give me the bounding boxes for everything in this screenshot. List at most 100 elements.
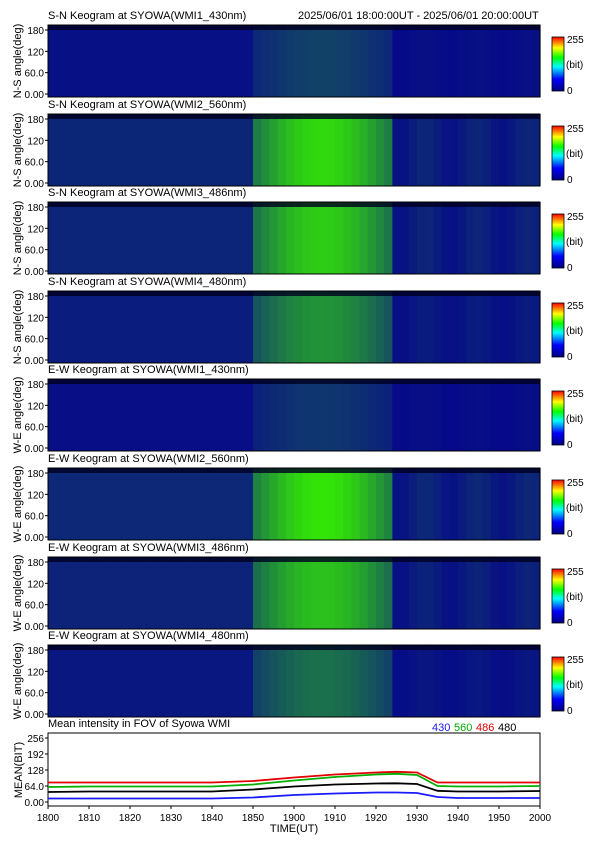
keogram-strip bbox=[97, 202, 106, 274]
chart-x-tick-label: 1830 bbox=[160, 813, 183, 824]
keogram-y-label: W-E angle(deg) bbox=[12, 643, 24, 720]
keogram-strip bbox=[269, 114, 279, 186]
keogram-strip bbox=[367, 202, 377, 274]
keogram-strip bbox=[425, 645, 434, 717]
keogram-strip bbox=[302, 25, 311, 97]
keogram-strip bbox=[187, 645, 197, 717]
keogram-strip bbox=[326, 645, 336, 717]
keogram-strip bbox=[113, 202, 123, 274]
keogram-strip bbox=[187, 291, 197, 363]
keogram-strip bbox=[515, 25, 525, 97]
keogram-strip bbox=[187, 25, 197, 97]
keogram-strip bbox=[458, 114, 467, 186]
keogram-strip bbox=[326, 202, 336, 274]
chart-x-tick-label: 1920 bbox=[365, 813, 388, 824]
keogram-strip bbox=[285, 25, 295, 97]
keogram-strip bbox=[384, 468, 393, 540]
keogram-strip bbox=[531, 291, 541, 363]
keogram-strip bbox=[441, 645, 451, 717]
keogram-strip bbox=[64, 25, 74, 97]
keogram-y-tick-label: 180 bbox=[27, 292, 44, 303]
keogram-y-tick-label: 180 bbox=[27, 26, 44, 37]
keogram-strip bbox=[64, 645, 74, 717]
keogram-strip bbox=[171, 645, 180, 717]
keogram-panel-4: S-N Keogram at SYOWA(WMI4_480nm) 180 120 60… bbox=[12, 276, 584, 367]
keogram-panel-3: S-N Keogram at SYOWA(WMI3_486nm) 180 120 60… bbox=[12, 187, 584, 278]
keogram-strip bbox=[113, 291, 123, 363]
keogram-strip bbox=[351, 25, 361, 97]
keogram-strip bbox=[294, 202, 303, 274]
keogram-strip bbox=[146, 291, 156, 363]
keogram-strip bbox=[466, 114, 475, 186]
keogram-strip bbox=[359, 291, 369, 363]
chart-y-tick-label: 128 bbox=[27, 766, 44, 777]
keogram-strip bbox=[466, 557, 475, 629]
keogram-strip bbox=[285, 114, 295, 186]
keogram-strip bbox=[146, 202, 156, 274]
keogram-strip bbox=[138, 645, 147, 717]
keogram-y-tick-label: 120 bbox=[27, 47, 44, 58]
keogram-strip bbox=[310, 379, 320, 451]
keogram-strip bbox=[294, 468, 303, 540]
keogram-strip bbox=[171, 114, 180, 186]
keogram-strip bbox=[376, 379, 385, 451]
keogram-strip bbox=[187, 114, 197, 186]
keogram-title: E-W Keogram at SYOWA(WMI4_480nm) bbox=[48, 630, 249, 642]
keogram-strip bbox=[277, 379, 287, 451]
keogram-strip bbox=[400, 379, 410, 451]
keogram-strip bbox=[425, 379, 434, 451]
keogram-strip bbox=[187, 202, 197, 274]
keogram-strip bbox=[253, 645, 262, 717]
keogram-strip bbox=[523, 645, 533, 717]
keogram-strip bbox=[294, 557, 303, 629]
keogram-image bbox=[48, 379, 541, 451]
keogram-strip bbox=[367, 468, 377, 540]
keogram-strip bbox=[187, 379, 197, 451]
chart-x-tick-label: 2000 bbox=[529, 813, 552, 824]
keogram-y-tick-label: 0.00 bbox=[25, 533, 45, 544]
keogram-strip bbox=[277, 645, 287, 717]
keogram-strip bbox=[482, 202, 492, 274]
keogram-strip bbox=[162, 25, 172, 97]
keogram-y-label: N-S angle(deg) bbox=[12, 201, 24, 276]
keogram-y-tick-label: 0.00 bbox=[25, 90, 45, 101]
keogram-strip bbox=[400, 291, 410, 363]
keogram-strip bbox=[523, 379, 533, 451]
keogram-strip bbox=[359, 202, 369, 274]
keogram-strip bbox=[523, 557, 533, 629]
keogram-strip bbox=[400, 114, 410, 186]
keogram-strip bbox=[220, 557, 229, 629]
keogram-strip bbox=[105, 379, 115, 451]
keogram-strip bbox=[48, 379, 57, 451]
keogram-strip bbox=[310, 202, 320, 274]
keogram-strip bbox=[72, 114, 82, 186]
keogram-strip bbox=[261, 645, 270, 717]
chart-y-label: MEAN(BIT) bbox=[13, 742, 25, 798]
keogram-strip bbox=[113, 114, 123, 186]
keogram-strip bbox=[384, 25, 393, 97]
keogram-strip bbox=[417, 291, 426, 363]
keogram-strip bbox=[72, 202, 82, 274]
chart-x-tick-label: 1910 bbox=[324, 813, 347, 824]
colorbar-unit-label: (bit) bbox=[566, 326, 583, 337]
keogram-frame bbox=[47, 644, 541, 718]
keogram-strip bbox=[474, 557, 484, 629]
keogram-strip bbox=[64, 291, 74, 363]
keogram-strip bbox=[318, 379, 328, 451]
keogram-strip bbox=[113, 468, 123, 540]
keogram-y-tick-label: 120 bbox=[27, 401, 44, 412]
keogram-strip bbox=[392, 557, 402, 629]
keogram-strip bbox=[236, 379, 246, 451]
keogram-strip bbox=[318, 557, 328, 629]
keogram-strip bbox=[97, 291, 106, 363]
keogram-y-tick-label: 180 bbox=[27, 469, 44, 480]
keogram-y-tick-label: 120 bbox=[27, 667, 44, 678]
keogram-strip bbox=[302, 645, 311, 717]
keogram-strip bbox=[261, 291, 270, 363]
keogram-strip bbox=[130, 645, 139, 717]
keogram-strip bbox=[433, 468, 443, 540]
keogram-strip bbox=[269, 645, 279, 717]
keogram-strip bbox=[302, 114, 311, 186]
keogram-strip bbox=[244, 202, 254, 274]
keogram-strip bbox=[269, 468, 279, 540]
